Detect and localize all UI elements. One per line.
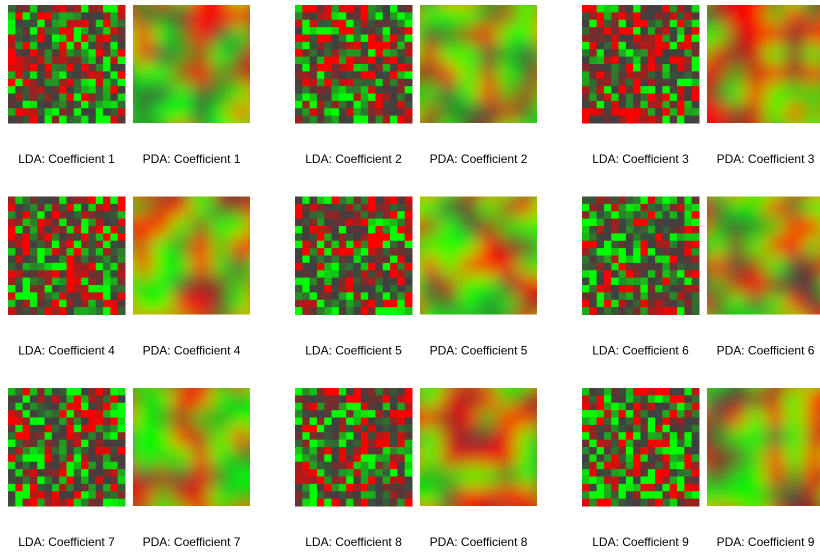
lda-image xyxy=(295,5,413,124)
pda-image xyxy=(420,388,537,506)
lda-image xyxy=(8,5,126,124)
pda-image xyxy=(133,5,250,123)
lda-label: LDA: Coefficient 4 xyxy=(18,344,115,358)
lda-label: LDA: Coefficient 6 xyxy=(592,344,689,358)
lda-image xyxy=(295,388,413,507)
pda-label: PDA: Coefficient 8 xyxy=(430,535,528,549)
pda-label: PDA: Coefficient 4 xyxy=(143,344,241,358)
lda-image xyxy=(8,196,126,315)
lda-label: LDA: Coefficient 2 xyxy=(305,152,402,166)
pda-label: PDA: Coefficient 9 xyxy=(717,535,815,549)
lda-image xyxy=(582,5,700,124)
lda-label: LDA: Coefficient 9 xyxy=(592,535,689,549)
pda-image xyxy=(133,196,250,315)
lda-label: LDA: Coefficient 7 xyxy=(18,535,115,549)
pda-image xyxy=(420,196,537,315)
lda-label: LDA: Coefficient 1 xyxy=(18,152,115,166)
lda-image xyxy=(582,388,700,507)
pda-image xyxy=(707,5,820,123)
pda-image xyxy=(707,196,820,315)
lda-label: LDA: Coefficient 3 xyxy=(592,152,689,166)
lda-image xyxy=(582,196,700,315)
lda-image xyxy=(8,388,126,507)
pda-image xyxy=(707,388,820,506)
pda-label: PDA: Coefficient 3 xyxy=(717,152,815,166)
pda-image xyxy=(133,388,250,506)
lda-image xyxy=(295,196,413,315)
pda-label: PDA: Coefficient 6 xyxy=(717,344,815,358)
pda-label: PDA: Coefficient 5 xyxy=(430,344,528,358)
lda-label: LDA: Coefficient 5 xyxy=(305,344,402,358)
pda-image xyxy=(420,5,537,123)
pda-label: PDA: Coefficient 7 xyxy=(143,535,241,549)
pda-label: PDA: Coefficient 2 xyxy=(430,152,528,166)
pda-label: PDA: Coefficient 1 xyxy=(143,152,241,166)
lda-label: LDA: Coefficient 8 xyxy=(305,535,402,549)
